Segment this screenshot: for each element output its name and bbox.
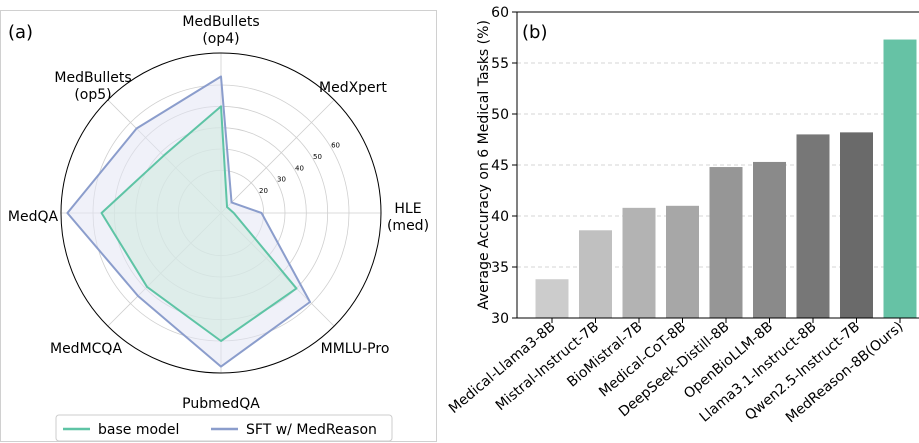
axis-label: MedBullets (182, 14, 259, 30)
axis-label: (med) (387, 218, 429, 234)
y-tick-label: 45 (491, 158, 509, 174)
axis-label: MMLU-Pro (321, 341, 390, 357)
panel-label-a: (a) (8, 22, 33, 43)
radial-tick-label: 40 (295, 164, 304, 172)
bar-Mistral-Instruct-7B (579, 230, 612, 318)
y-tick-label: 60 (491, 5, 509, 21)
y-tick-label: 50 (491, 107, 509, 123)
bar-BioMistral-7B (622, 207, 656, 318)
panel-label-b: (b) (522, 22, 547, 43)
y-tick-label: 35 (491, 260, 509, 276)
axis-label: MedBullets (54, 70, 131, 86)
legend-label-sft: SFT w/ MedReason (246, 422, 377, 438)
bar-Llama3.1-Instruct-8B (796, 134, 830, 318)
radial-tick-label: 20 (259, 187, 268, 195)
bar-DeepSeek-Distill-8B (709, 167, 743, 318)
axis-label: (op5) (74, 87, 111, 103)
bar-Medical-Llama3-8B (535, 279, 569, 318)
bar-MedReason-8B(Ours) (883, 39, 917, 318)
y-tick-label: 30 (491, 311, 509, 327)
axis-label: (op4) (202, 31, 239, 47)
axis-spoke (220, 99, 335, 214)
axis-label: MedQA (8, 209, 59, 225)
bar-Medical-CoT-8B (666, 205, 699, 318)
radial-tick-label: 50 (313, 153, 322, 161)
radar-panel: (a)2030405060MedBullets(op4)MedXpertHLE(… (0, 10, 437, 442)
y-tick-label: 40 (491, 209, 509, 225)
legend-label-base: base model (98, 422, 179, 438)
bar-OpenBioLLM-8B (753, 161, 786, 318)
y-axis-label: Average Accuracy on 6 Medical Tasks (%) (476, 20, 492, 310)
bar-panel: 30354045505560Medical-Llama3-8BMistral-I… (446, 5, 919, 426)
axis-label: MedXpert (319, 80, 387, 96)
radar-outer-circle (60, 52, 382, 374)
legend: base model SFT w/ MedReason (55, 414, 393, 442)
radial-tick-label: 60 (331, 141, 340, 149)
axis-label: PubmedQA (182, 396, 260, 412)
axis-label: HLE (394, 201, 421, 217)
series-polygon-0 (100, 105, 298, 342)
radial-tick-label: 30 (277, 176, 286, 184)
axis-label: MedMCQA (50, 341, 122, 357)
y-tick-label: 55 (491, 56, 509, 72)
bar-Qwen2.5-Instruct-7B (840, 132, 873, 318)
